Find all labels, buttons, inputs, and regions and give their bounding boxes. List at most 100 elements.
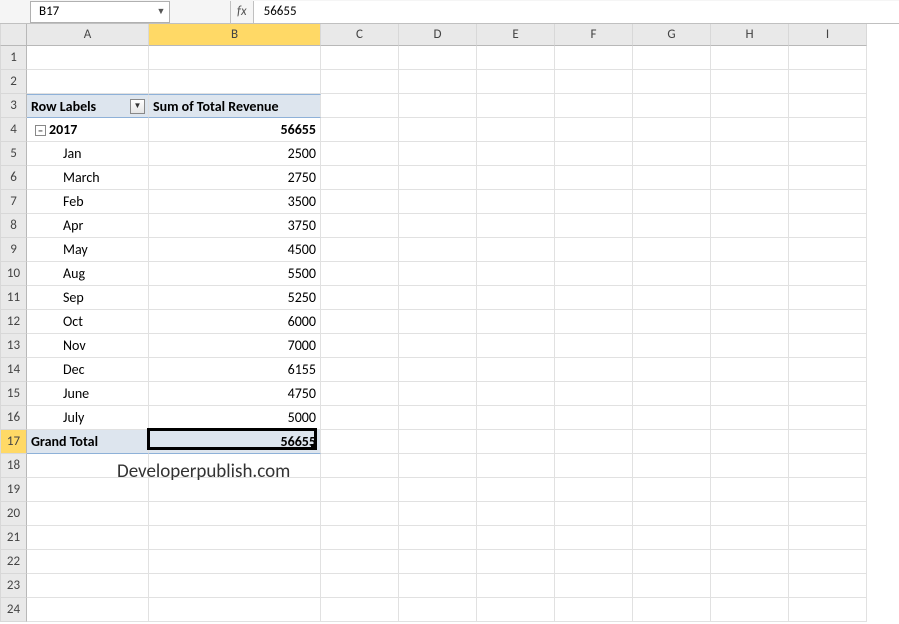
- cell[interactable]: [555, 46, 633, 70]
- cell[interactable]: [633, 430, 711, 454]
- cell[interactable]: [321, 142, 399, 166]
- row-header[interactable]: 5: [0, 142, 27, 166]
- cell[interactable]: [633, 382, 711, 406]
- cell[interactable]: [321, 454, 399, 478]
- cell[interactable]: [789, 118, 867, 142]
- cell[interactable]: [711, 166, 789, 190]
- cell[interactable]: [399, 70, 477, 94]
- cell[interactable]: [321, 94, 399, 118]
- column-header[interactable]: E: [477, 24, 555, 46]
- pivot-grand-total-value[interactable]: 56655: [149, 430, 321, 454]
- cell[interactable]: [399, 574, 477, 598]
- cell[interactable]: [633, 46, 711, 70]
- cell[interactable]: [321, 550, 399, 574]
- cell[interactable]: [399, 118, 477, 142]
- pivot-month-value[interactable]: 2750: [149, 166, 321, 190]
- cell[interactable]: [555, 598, 633, 622]
- pivot-month-label[interactable]: Dec: [27, 358, 149, 382]
- row-header[interactable]: 7: [0, 190, 27, 214]
- row-header[interactable]: 23: [0, 574, 27, 598]
- row-header[interactable]: 14: [0, 358, 27, 382]
- pivot-month-value[interactable]: 7000: [149, 334, 321, 358]
- cell[interactable]: [477, 334, 555, 358]
- cell[interactable]: [633, 262, 711, 286]
- name-box-wrap[interactable]: B17 ▼: [30, 1, 170, 23]
- cell[interactable]: [321, 358, 399, 382]
- pivot-month-label[interactable]: Sep: [27, 286, 149, 310]
- cell[interactable]: [633, 502, 711, 526]
- cell[interactable]: [555, 286, 633, 310]
- cell[interactable]: [149, 46, 321, 70]
- cell[interactable]: [633, 214, 711, 238]
- cell[interactable]: [27, 46, 149, 70]
- cell[interactable]: [711, 502, 789, 526]
- cell[interactable]: [477, 142, 555, 166]
- cell[interactable]: [555, 118, 633, 142]
- cell[interactable]: [633, 334, 711, 358]
- cell[interactable]: [711, 382, 789, 406]
- cell[interactable]: [633, 238, 711, 262]
- pivot-year-row[interactable]: −2017: [27, 118, 149, 142]
- cell[interactable]: [321, 334, 399, 358]
- cell[interactable]: [555, 262, 633, 286]
- cell[interactable]: [399, 430, 477, 454]
- cell[interactable]: [711, 526, 789, 550]
- cell[interactable]: [477, 526, 555, 550]
- cell[interactable]: [633, 478, 711, 502]
- cell[interactable]: [789, 430, 867, 454]
- pivot-month-value[interactable]: 5500: [149, 262, 321, 286]
- cell[interactable]: [789, 454, 867, 478]
- collapse-icon[interactable]: −: [35, 125, 46, 136]
- cell[interactable]: [555, 238, 633, 262]
- cell[interactable]: [149, 574, 321, 598]
- cell[interactable]: [789, 358, 867, 382]
- cell[interactable]: [399, 46, 477, 70]
- cell[interactable]: [321, 118, 399, 142]
- cell[interactable]: [711, 430, 789, 454]
- pivot-month-value[interactable]: 3500: [149, 190, 321, 214]
- cell[interactable]: [789, 190, 867, 214]
- cell[interactable]: [711, 286, 789, 310]
- cell[interactable]: [789, 166, 867, 190]
- row-header[interactable]: 12: [0, 310, 27, 334]
- cell[interactable]: [399, 526, 477, 550]
- cell[interactable]: [477, 190, 555, 214]
- cell[interactable]: [789, 502, 867, 526]
- cell[interactable]: [27, 502, 149, 526]
- column-header[interactable]: H: [711, 24, 789, 46]
- cell[interactable]: [321, 262, 399, 286]
- cell[interactable]: [149, 598, 321, 622]
- column-header[interactable]: A: [27, 24, 149, 46]
- cell[interactable]: [399, 310, 477, 334]
- cell[interactable]: [321, 166, 399, 190]
- cell[interactable]: [321, 526, 399, 550]
- cell[interactable]: [711, 70, 789, 94]
- cell[interactable]: [477, 262, 555, 286]
- cell[interactable]: [633, 526, 711, 550]
- row-header[interactable]: 19: [0, 478, 27, 502]
- cell[interactable]: [711, 118, 789, 142]
- pivot-month-label[interactable]: June: [27, 382, 149, 406]
- cell[interactable]: [321, 478, 399, 502]
- pivot-month-label[interactable]: Aug: [27, 262, 149, 286]
- cell[interactable]: [149, 502, 321, 526]
- pivot-grand-total-label[interactable]: Grand Total: [27, 430, 149, 454]
- cell[interactable]: [555, 406, 633, 430]
- column-header[interactable]: F: [555, 24, 633, 46]
- cell[interactable]: [399, 94, 477, 118]
- pivot-month-value[interactable]: 6155: [149, 358, 321, 382]
- cell[interactable]: [555, 550, 633, 574]
- pivot-month-value[interactable]: 4500: [149, 238, 321, 262]
- cell[interactable]: [711, 574, 789, 598]
- cell[interactable]: [399, 238, 477, 262]
- row-header[interactable]: 9: [0, 238, 27, 262]
- cell[interactable]: [555, 166, 633, 190]
- filter-dropdown-icon[interactable]: ▼: [130, 99, 145, 114]
- cell[interactable]: [789, 334, 867, 358]
- cell[interactable]: [27, 70, 149, 94]
- cell[interactable]: [321, 70, 399, 94]
- cell[interactable]: [399, 262, 477, 286]
- cell[interactable]: [633, 358, 711, 382]
- cell[interactable]: [27, 526, 149, 550]
- cell[interactable]: [477, 214, 555, 238]
